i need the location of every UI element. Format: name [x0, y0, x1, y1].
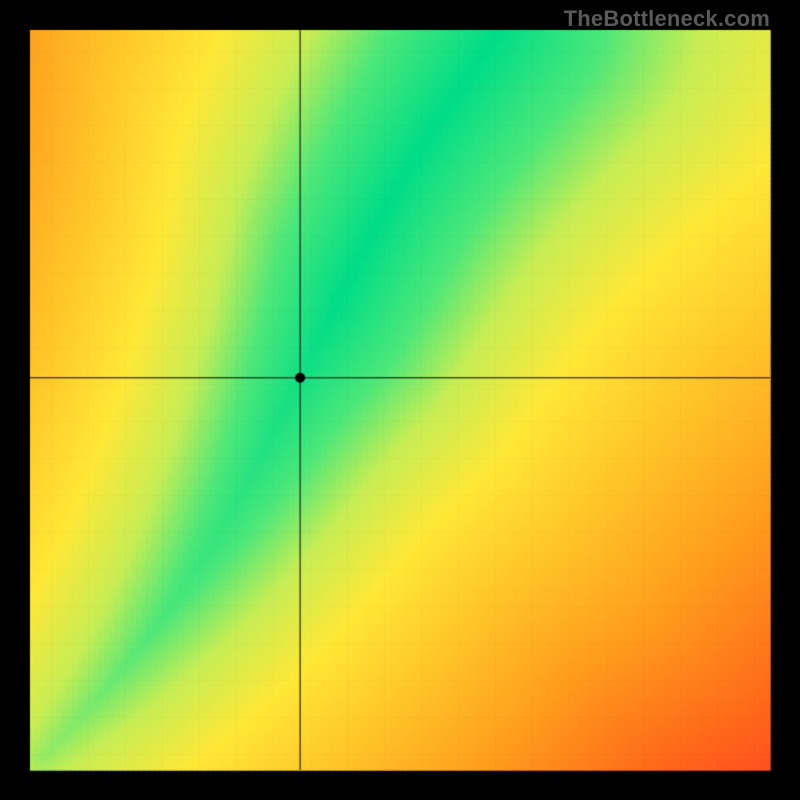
bottleneck-heatmap	[0, 0, 800, 800]
watermark-text: TheBottleneck.com	[564, 6, 770, 32]
chart-container: TheBottleneck.com	[0, 0, 800, 800]
